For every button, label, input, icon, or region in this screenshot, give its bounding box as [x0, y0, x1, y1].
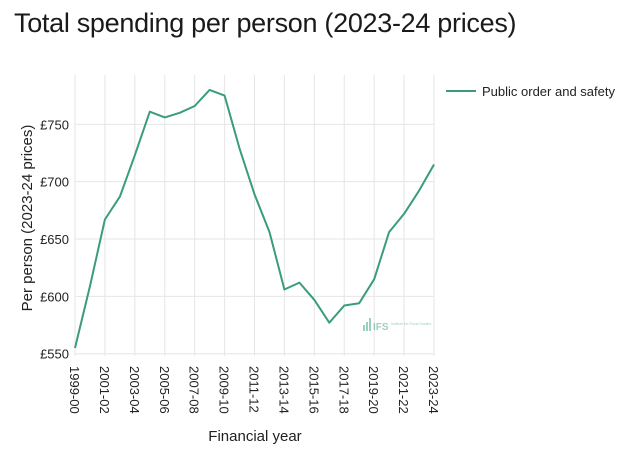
x-tick-label: 2021-22	[396, 366, 411, 414]
x-tick-label: 2017-18	[336, 366, 351, 414]
x-axis-title: Financial year	[208, 428, 301, 445]
x-tick-label: 2003-04	[127, 366, 142, 414]
watermark-bar	[366, 322, 368, 331]
y-axis: £550 £600 £650 £700 £750	[40, 117, 69, 361]
y-tick-label: £650	[40, 232, 69, 247]
x-tick-label: 2013-14	[276, 366, 291, 414]
x-tick-label: 2005-06	[157, 366, 172, 414]
chart-title: Total spending per person (2023-24 price…	[14, 8, 517, 38]
y-axis-title: Per person (2023-24 prices)	[19, 125, 36, 312]
x-axis: 1999-00 2001-02 2003-04 2005-06 2007-08 2009-…	[67, 366, 441, 414]
series-line	[74, 88, 435, 349]
x-tick-label: 2007-08	[187, 366, 202, 414]
watermark-bar	[369, 318, 371, 331]
watermark-logo-text: IFS	[373, 322, 389, 333]
x-tick-label: 1999-00	[67, 366, 82, 414]
legend-label: Public order and safety	[482, 84, 615, 99]
series-layer	[74, 88, 435, 349]
x-tick-label: 2015-16	[306, 366, 321, 414]
x-tick-label: 2019-20	[366, 366, 381, 414]
watermark-subtext: Institute for Fiscal Studies	[391, 322, 431, 326]
y-tick-label: £750	[40, 117, 69, 132]
x-tick-label: 2023-24	[426, 366, 441, 414]
x-tick-label: 2011-12	[247, 366, 262, 413]
x-tick-label: 2009-10	[217, 366, 232, 414]
grid	[74, 75, 435, 356]
y-tick-label: £600	[40, 289, 69, 304]
watermark-bar	[363, 325, 365, 331]
x-tick-label: 2001-02	[97, 366, 112, 414]
y-tick-label: £700	[40, 175, 69, 190]
y-tick-label: £550	[40, 347, 69, 362]
legend: Public order and safety	[446, 84, 615, 99]
ifs-watermark: IFS Institute for Fiscal Studies	[363, 318, 431, 333]
